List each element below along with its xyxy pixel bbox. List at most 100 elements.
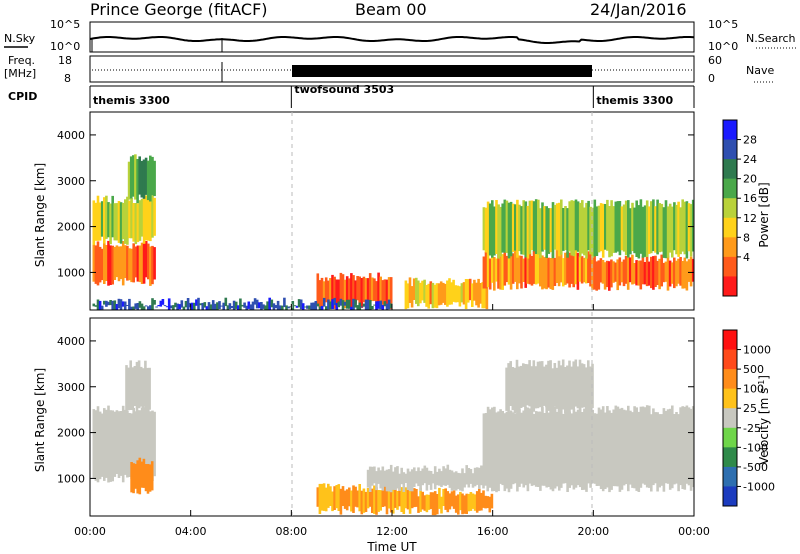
heatmap-cell	[144, 195, 148, 241]
y-tick-label: 1000	[57, 472, 85, 485]
heatmap-cell	[392, 471, 395, 490]
nsky-bottom-tick: 10^0	[50, 40, 80, 53]
heatmap-cell	[230, 306, 234, 308]
heatmap-cell	[125, 365, 128, 415]
heatmap-cell	[142, 458, 146, 488]
power-ylabel: Slant Range [km]	[33, 163, 47, 267]
heatmap-cell	[354, 299, 357, 308]
heatmap-cell	[543, 257, 546, 289]
heatmap-cell	[366, 469, 370, 488]
heatmap-cell	[348, 299, 351, 309]
heatmap-cell	[318, 306, 322, 310]
heatmap-cell	[126, 245, 129, 281]
heatmap-cell	[578, 408, 582, 488]
heatmap-cell	[245, 305, 248, 310]
heatmap-cell	[509, 255, 513, 290]
colorbar-swatch	[723, 408, 737, 429]
heatmap-cell	[339, 298, 343, 306]
heatmap-cell	[320, 277, 324, 307]
freq-panel	[89, 55, 695, 83]
y-tick-label: 2000	[57, 427, 85, 440]
colorbar-tick-label: 1000	[743, 344, 771, 357]
heatmap-cell	[551, 407, 555, 492]
heatmap-cell	[327, 299, 330, 310]
heatmap-cell	[459, 491, 462, 511]
heatmap-cell	[111, 300, 114, 310]
heatmap-cell	[358, 484, 361, 512]
heatmap-cell	[316, 487, 320, 507]
heatmap-cell	[128, 200, 131, 239]
heatmap-cell	[138, 410, 142, 479]
heatmap-cell	[610, 259, 613, 288]
heatmap-cell	[148, 367, 151, 410]
heatmap-cell	[466, 279, 470, 303]
colorbar-tick-label: 20	[743, 173, 757, 186]
heatmap-cell	[689, 256, 693, 287]
heatmap-cell	[343, 301, 347, 306]
heatmap-cell	[306, 305, 309, 309]
heatmap-cell	[207, 302, 211, 310]
heatmap-cell	[534, 199, 538, 254]
heatmap-cell	[543, 366, 546, 406]
heatmap-cell	[464, 279, 468, 309]
heatmap-cell	[583, 408, 586, 490]
heatmap-cell	[668, 260, 672, 287]
heatmap-cell	[117, 246, 121, 282]
heatmap-cell	[415, 471, 418, 484]
heatmap-cell	[467, 468, 471, 488]
heatmap-cell	[444, 488, 447, 510]
heatmap-cell	[333, 486, 336, 510]
heatmap-cell	[134, 203, 138, 245]
heatmap-cell	[450, 282, 453, 305]
heatmap-cell	[92, 200, 96, 245]
heatmap-cell	[115, 410, 119, 474]
heatmap-cell	[396, 466, 399, 489]
heatmap-cell	[662, 207, 666, 258]
heatmap-cell	[362, 303, 366, 307]
heatmap-cell	[220, 305, 223, 307]
heatmap-cell	[329, 301, 332, 310]
date-label: 24/Jan/2016	[590, 0, 687, 19]
heatmap-cell	[509, 410, 513, 489]
heatmap-cell	[559, 253, 563, 283]
heatmap-cell	[593, 199, 597, 257]
heatmap-cell	[178, 304, 181, 310]
heatmap-cell	[629, 208, 632, 255]
heatmap-cell	[564, 252, 567, 285]
heatmap-cell	[454, 471, 458, 491]
heatmap-cell	[691, 406, 695, 488]
heatmap-cell	[121, 405, 125, 483]
heatmap-cell	[147, 306, 150, 310]
heatmap-cell	[94, 410, 98, 481]
heatmap-cell	[593, 413, 597, 484]
heatmap-cell	[131, 367, 135, 410]
heatmap-cell	[664, 261, 668, 282]
heatmap-cell	[452, 490, 456, 509]
heatmap-cell	[677, 414, 680, 492]
heatmap-cell	[153, 300, 156, 305]
heatmap-cell	[98, 246, 102, 283]
heatmap-cell	[94, 202, 98, 241]
heatmap-cell	[327, 483, 330, 508]
heatmap-cell	[129, 156, 133, 199]
heatmap-cell	[530, 366, 533, 413]
heatmap-cell	[522, 200, 525, 255]
heatmap-cell	[130, 248, 133, 283]
heatmap-cell	[488, 203, 492, 256]
heatmap-cell	[524, 201, 528, 258]
heatmap-cell	[377, 272, 380, 306]
heatmap-cell	[442, 282, 445, 303]
heatmap-cell	[490, 493, 494, 509]
heatmap-cell	[379, 300, 382, 310]
heatmap-cell	[341, 486, 345, 506]
heatmap-cell	[140, 242, 144, 284]
heatmap-cell	[687, 259, 691, 282]
heatmap-cell	[287, 306, 290, 309]
heatmap-cell	[415, 489, 418, 507]
heatmap-cell	[268, 297, 271, 310]
heatmap-cell	[132, 306, 135, 310]
heatmap-cell	[147, 243, 150, 280]
heatmap-cell	[410, 483, 414, 509]
heatmap-cell	[507, 363, 510, 415]
